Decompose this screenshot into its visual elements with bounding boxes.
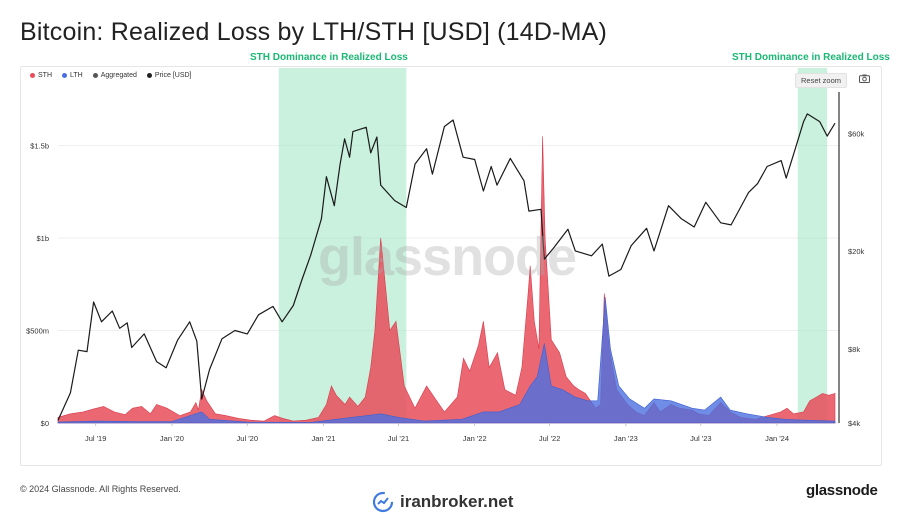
series-lth-area [57, 297, 836, 424]
legend-dot-price [146, 73, 152, 78]
reset-zoom-button[interactable]: Reset zoom [795, 73, 847, 88]
x-tick-label-5: Jan '22 [463, 434, 487, 443]
chart-panel [20, 66, 882, 466]
partner-name: iranbroker.net [400, 492, 514, 511]
legend-label-price: Price [USD] [154, 72, 192, 79]
x-tick-label-3: Jan '21 [312, 434, 336, 443]
y-right-tick-label-1: $8k [848, 345, 860, 354]
x-tick-label-8: Jul '23 [690, 434, 711, 443]
x-tick-label-4: Jul '21 [388, 434, 409, 443]
brand-logo: glassnode [806, 482, 878, 499]
copyright-text: © 2024 Glassnode. All Rights Reserved. [20, 484, 181, 494]
legend-item-price[interactable]: Price [USD] [146, 72, 192, 79]
legend-dot-aggregated [92, 73, 98, 78]
y-right-tick-label-0: $4k [848, 419, 860, 428]
legend-label-lth: LTH [70, 72, 83, 79]
watermark: glassnode [318, 227, 577, 287]
x-tick-label-9: Jan '24 [765, 434, 789, 443]
partner-icon [372, 491, 394, 513]
x-tick-label-6: Jul '22 [539, 434, 560, 443]
y-left-tick-label-2: $1b [36, 234, 49, 243]
legend: STH LTH Aggregated Price [USD] [30, 72, 191, 79]
x-tick-label-0: Jul '19 [85, 434, 106, 443]
partner-logo: iranbroker.net [372, 491, 513, 513]
y-right-tick-label-2: $20k [848, 247, 865, 256]
legend-item-sth[interactable]: STH [30, 72, 52, 79]
legend-label-sth: STH [38, 72, 52, 79]
legend-label-aggregated: Aggregated [100, 72, 137, 79]
x-tick-label-2: Jul '20 [237, 434, 258, 443]
y-left-tick-label-1: $500m [26, 327, 49, 336]
legend-dot-sth [30, 73, 35, 78]
page-title: Bitcoin: Realized Loss by LTH/STH [USD] … [20, 18, 608, 46]
band-label-1: STH Dominance in Realized Loss [250, 52, 408, 63]
camera-icon[interactable] [859, 74, 870, 83]
y-right-tick-label-3: $60k [848, 129, 865, 138]
x-tick-label-7: Jan '23 [614, 434, 638, 443]
y-left-tick-label-3: $1.5b [30, 142, 49, 151]
legend-item-aggregated[interactable]: Aggregated [92, 72, 137, 79]
x-tick-label-1: Jan '20 [160, 434, 184, 443]
sth-dominance-band-2 [797, 68, 828, 423]
legend-item-lth[interactable]: LTH [62, 72, 83, 79]
band-label-2: STH Dominance in Realized Loss [732, 52, 890, 63]
series-price-line [57, 113, 836, 421]
y-left-tick-label-0: $0 [41, 419, 49, 428]
legend-dot-lth [62, 73, 67, 78]
